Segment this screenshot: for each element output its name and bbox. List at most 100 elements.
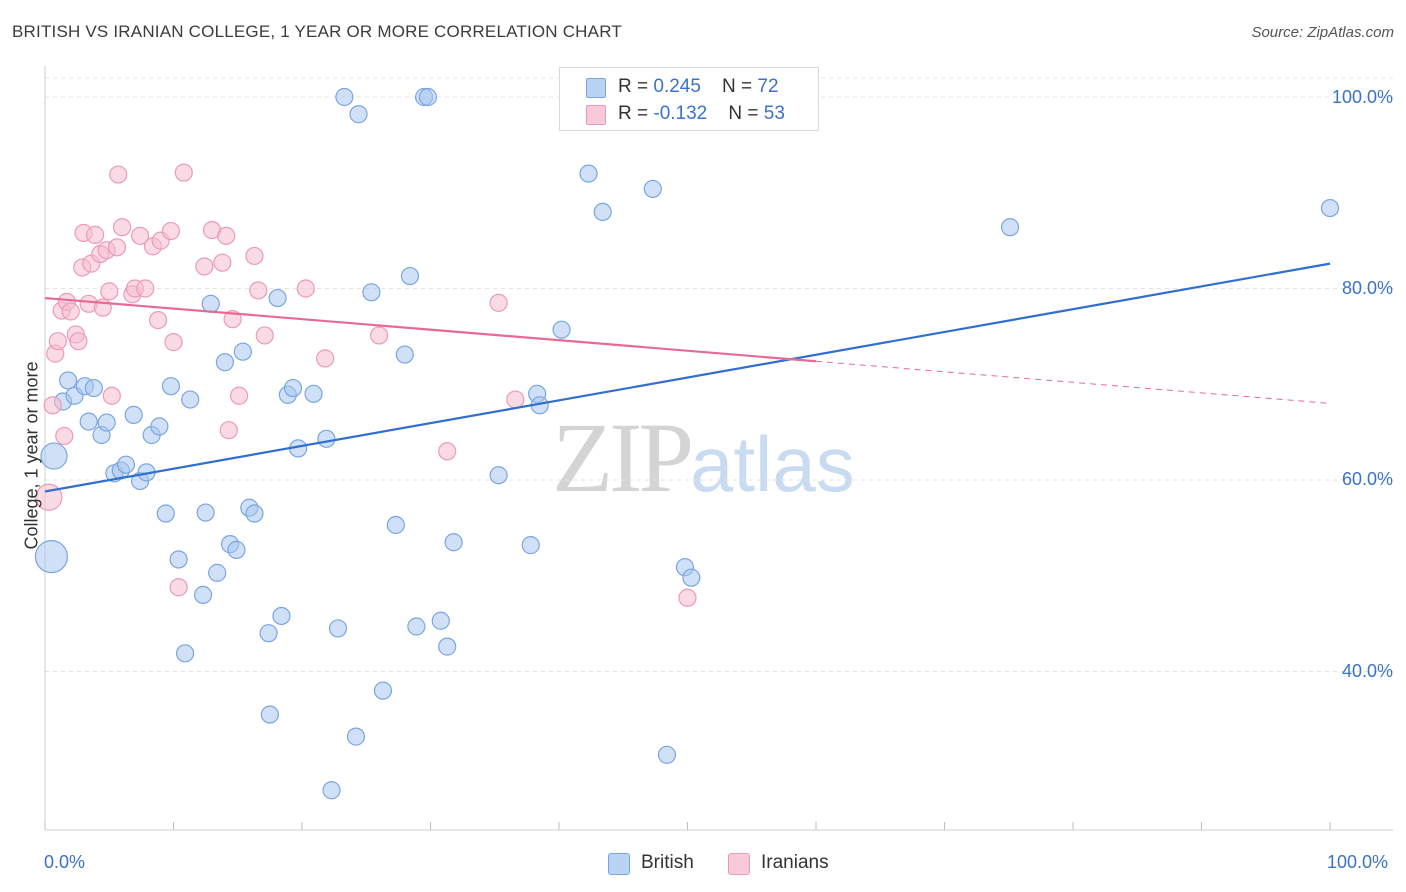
x-tick-label-0: 0.0% xyxy=(44,852,86,872)
iranians-n-value: 53 xyxy=(763,103,785,124)
british-point-65 xyxy=(643,179,662,199)
british-point-69 xyxy=(1000,218,1020,237)
british-point-54 xyxy=(418,87,438,107)
british-point-24 xyxy=(196,503,215,522)
iranians-point-19 xyxy=(102,386,121,405)
british-point-32 xyxy=(245,504,264,523)
british-point-30 xyxy=(233,342,252,361)
british-point-44 xyxy=(335,87,354,107)
british-point-47 xyxy=(362,283,381,302)
british-point-46 xyxy=(349,105,368,124)
iranians-point-31 xyxy=(164,333,183,352)
iranians-point-36 xyxy=(213,253,232,272)
iranians-r-label: R = xyxy=(618,103,654,124)
british-point-29 xyxy=(227,540,246,559)
british-point-3 xyxy=(59,371,78,390)
iranians-point-44 xyxy=(296,279,315,298)
british-legend-swatch xyxy=(608,853,630,875)
british-point-17 xyxy=(150,417,169,436)
british-point-25 xyxy=(201,294,220,313)
british-n-label: N = xyxy=(722,76,758,97)
british-point-33 xyxy=(259,624,278,643)
stats-legend: R = 0.245 N = 72 R = -0.132 N = 53 xyxy=(559,67,819,131)
british-point-22 xyxy=(181,390,200,409)
british-point-45 xyxy=(346,727,366,746)
iranians-point-45 xyxy=(316,349,335,368)
british-point-55 xyxy=(431,611,450,630)
british-point-42 xyxy=(322,781,341,800)
iranians-point-18 xyxy=(100,282,119,301)
iranians-point-7 xyxy=(61,302,80,321)
british-point-64 xyxy=(593,202,612,221)
british-point-62 xyxy=(552,320,571,339)
iranians-point-48 xyxy=(489,293,508,312)
british-point-23 xyxy=(193,585,213,605)
british-point-21 xyxy=(175,644,195,663)
iranians-legend-swatch xyxy=(728,853,750,875)
british-point-6 xyxy=(79,412,98,431)
iranians-point-1 xyxy=(43,396,62,415)
iranians-point-5 xyxy=(55,426,74,446)
british-point-48 xyxy=(373,681,393,700)
british-r-label: R = xyxy=(618,76,654,97)
y-tick-label-40: 40.0% xyxy=(1341,661,1393,681)
british-point-35 xyxy=(268,288,287,308)
british-point-9 xyxy=(97,413,116,432)
iranians-point-3 xyxy=(48,332,67,351)
british-point-0 xyxy=(34,539,69,574)
iranians-trend-line xyxy=(44,296,817,363)
british-legend-label: British xyxy=(641,852,694,873)
british-point-66 xyxy=(657,745,677,764)
chart-title: BRITISH VS IRANIAN COLLEGE, 1 YEAR OR MO… xyxy=(12,22,622,41)
iranians-point-43 xyxy=(255,326,274,345)
british-point-58 xyxy=(489,466,508,485)
british-point-19 xyxy=(161,377,181,396)
iranians-point-22 xyxy=(112,218,132,237)
british-point-70 xyxy=(1320,198,1340,218)
iranians-point-34 xyxy=(195,257,214,276)
british-point-50 xyxy=(395,345,414,364)
iranians-point-30 xyxy=(161,221,181,241)
iranians-point-26 xyxy=(136,279,155,298)
british-point-36 xyxy=(272,606,291,626)
y-tick-label-60: 60.0% xyxy=(1341,469,1393,489)
watermark-atlas: atlas xyxy=(690,420,855,508)
british-point-27 xyxy=(215,353,234,372)
british-point-20 xyxy=(169,550,188,569)
british-point-12 xyxy=(116,455,136,474)
british-point-7 xyxy=(84,378,103,398)
iranians-point-37 xyxy=(217,226,236,245)
iranians-point-42 xyxy=(249,281,268,300)
y-tick-label-100: 100.0% xyxy=(1331,87,1393,107)
watermark-zip: ZIP xyxy=(552,402,694,513)
iranians-point-38 xyxy=(219,421,238,440)
watermark: ZIPatlas xyxy=(552,400,855,515)
iranians-point-21 xyxy=(109,165,128,184)
iranians-point-40 xyxy=(229,386,249,405)
british-point-1 xyxy=(40,442,68,470)
iranians-n-label: N = xyxy=(728,103,764,124)
y-tick-label-80: 80.0% xyxy=(1341,278,1393,298)
iranians-point-28 xyxy=(148,310,168,330)
iranians-point-9 xyxy=(69,332,88,351)
iranians-point-14 xyxy=(86,225,105,244)
british-point-56 xyxy=(438,637,457,656)
british-point-38 xyxy=(283,378,303,398)
british-point-43 xyxy=(328,619,348,638)
british-point-18 xyxy=(156,504,175,523)
iranians-point-32 xyxy=(169,578,188,597)
iranians-point-46 xyxy=(370,326,389,345)
british-point-63 xyxy=(579,164,598,183)
british-swatch xyxy=(586,78,606,98)
british-point-40 xyxy=(304,384,323,403)
british-point-57 xyxy=(444,533,463,552)
british-point-51 xyxy=(400,266,420,286)
british-point-49 xyxy=(386,515,405,535)
y-axis-label: College, 1 year or more xyxy=(21,361,42,550)
british-point-52 xyxy=(407,617,426,636)
iranians-point-47 xyxy=(438,442,457,461)
iranians-point-20 xyxy=(107,238,127,257)
source-credit: Source: ZipAtlas.com xyxy=(1251,24,1394,41)
british-point-34 xyxy=(260,705,279,724)
